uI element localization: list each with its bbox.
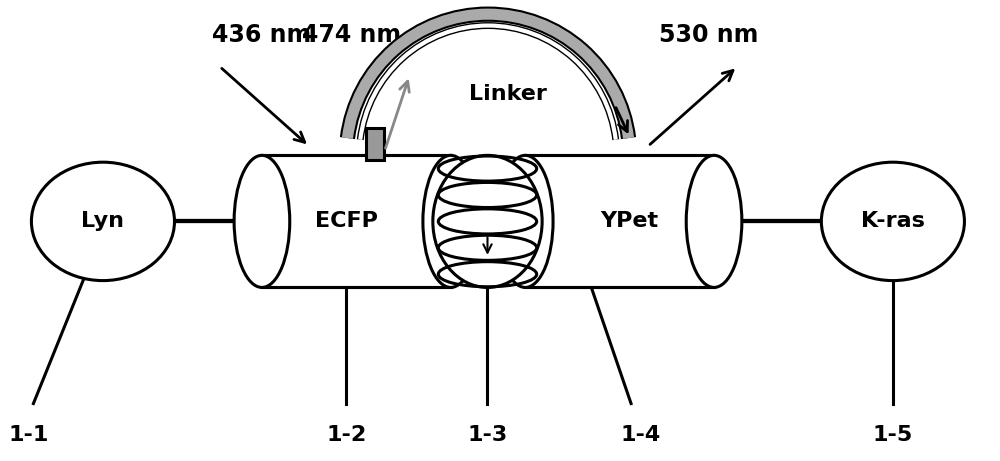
Text: ECFP: ECFP	[315, 212, 378, 231]
Ellipse shape	[31, 162, 174, 281]
Ellipse shape	[234, 155, 290, 287]
Text: K-ras: K-ras	[861, 212, 925, 231]
Bar	[262, 155, 451, 287]
Text: 1-3: 1-3	[467, 426, 508, 445]
Bar	[262, 155, 451, 287]
Text: Lyn: Lyn	[81, 212, 124, 231]
Ellipse shape	[433, 155, 542, 287]
Text: 474 nm: 474 nm	[302, 23, 401, 47]
Bar	[525, 155, 714, 287]
Ellipse shape	[497, 155, 553, 287]
Bar	[525, 155, 714, 287]
Ellipse shape	[686, 155, 742, 287]
Text: Linker: Linker	[469, 84, 547, 104]
Text: 1-2: 1-2	[326, 426, 367, 445]
Text: 1-1: 1-1	[8, 426, 49, 445]
Text: 1-4: 1-4	[621, 426, 661, 445]
Ellipse shape	[423, 155, 479, 287]
Text: 436 nm: 436 nm	[212, 23, 312, 47]
Ellipse shape	[821, 162, 964, 281]
Bar	[366, 128, 384, 160]
Text: 530 nm: 530 nm	[659, 23, 759, 47]
Text: YPet: YPet	[601, 212, 659, 231]
Text: 1-5: 1-5	[873, 426, 913, 445]
